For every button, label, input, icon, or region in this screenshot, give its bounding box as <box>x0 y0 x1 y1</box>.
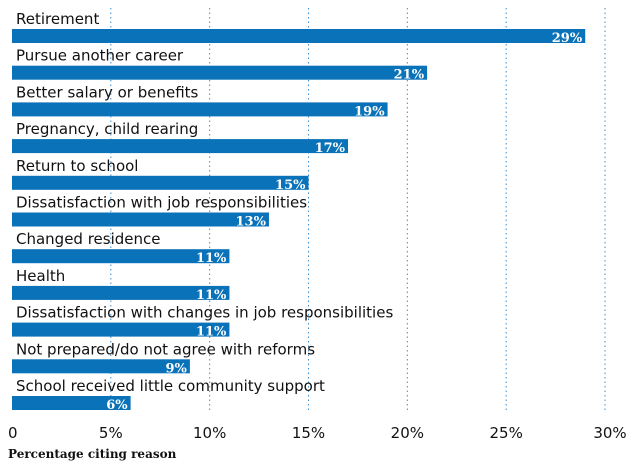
category-label: Health <box>16 267 65 285</box>
category-label: School received little community support <box>16 377 325 395</box>
category-label: Not prepared/do not agree with reforms <box>16 340 315 358</box>
value-label: 9% <box>165 361 187 376</box>
value-label: 6% <box>106 398 128 413</box>
x-tick-label: 25% <box>489 424 522 442</box>
x-axis-title: Percentage citing reason <box>8 447 177 461</box>
value-label: 19% <box>354 104 385 119</box>
bar <box>12 322 230 337</box>
category-label: Dissatisfaction with changes in job resp… <box>16 304 393 322</box>
bar <box>12 139 349 154</box>
bar <box>12 212 269 227</box>
bar <box>12 65 428 80</box>
bar <box>12 249 230 264</box>
category-label: Return to school <box>16 157 138 175</box>
value-label: 21% <box>394 68 425 83</box>
category-label: Dissatisfaction with job responsibilitie… <box>16 194 307 212</box>
bar <box>12 102 388 117</box>
x-tick-label: 10% <box>193 424 226 442</box>
value-label: 11% <box>196 288 227 303</box>
category-label: Better salary or benefits <box>16 83 199 101</box>
bar <box>12 359 190 374</box>
value-label: 17% <box>315 141 346 156</box>
bar <box>12 29 586 43</box>
value-labels: 29% 21% 19% 17% 15% 13% 11% 11% 11% 9% 6% <box>106 31 583 413</box>
bar <box>12 175 309 190</box>
value-label: 29% <box>552 31 583 46</box>
x-tick-label: 5% <box>99 424 123 442</box>
bars <box>12 29 586 410</box>
category-label: Pregnancy, child rearing <box>16 120 198 138</box>
category-labels: Retirement Pursue another career Better sa… <box>16 10 393 395</box>
x-tick-label: 15% <box>292 424 325 442</box>
value-label: 11% <box>196 251 227 266</box>
category-label: Retirement <box>16 10 99 28</box>
x-axis-ticks: 0 5% 10% 15% 20% 25% 30% <box>8 424 627 442</box>
bar <box>12 396 131 410</box>
x-tick-label: 20% <box>391 424 424 442</box>
value-label: 11% <box>196 325 227 340</box>
value-label: 15% <box>275 178 306 193</box>
bar <box>12 285 230 300</box>
x-tick-label: 30% <box>593 424 626 442</box>
x-tick-label: 0 <box>8 424 18 442</box>
value-label: 13% <box>236 215 267 230</box>
category-label: Pursue another career <box>16 47 184 65</box>
category-label: Changed residence <box>16 230 161 248</box>
